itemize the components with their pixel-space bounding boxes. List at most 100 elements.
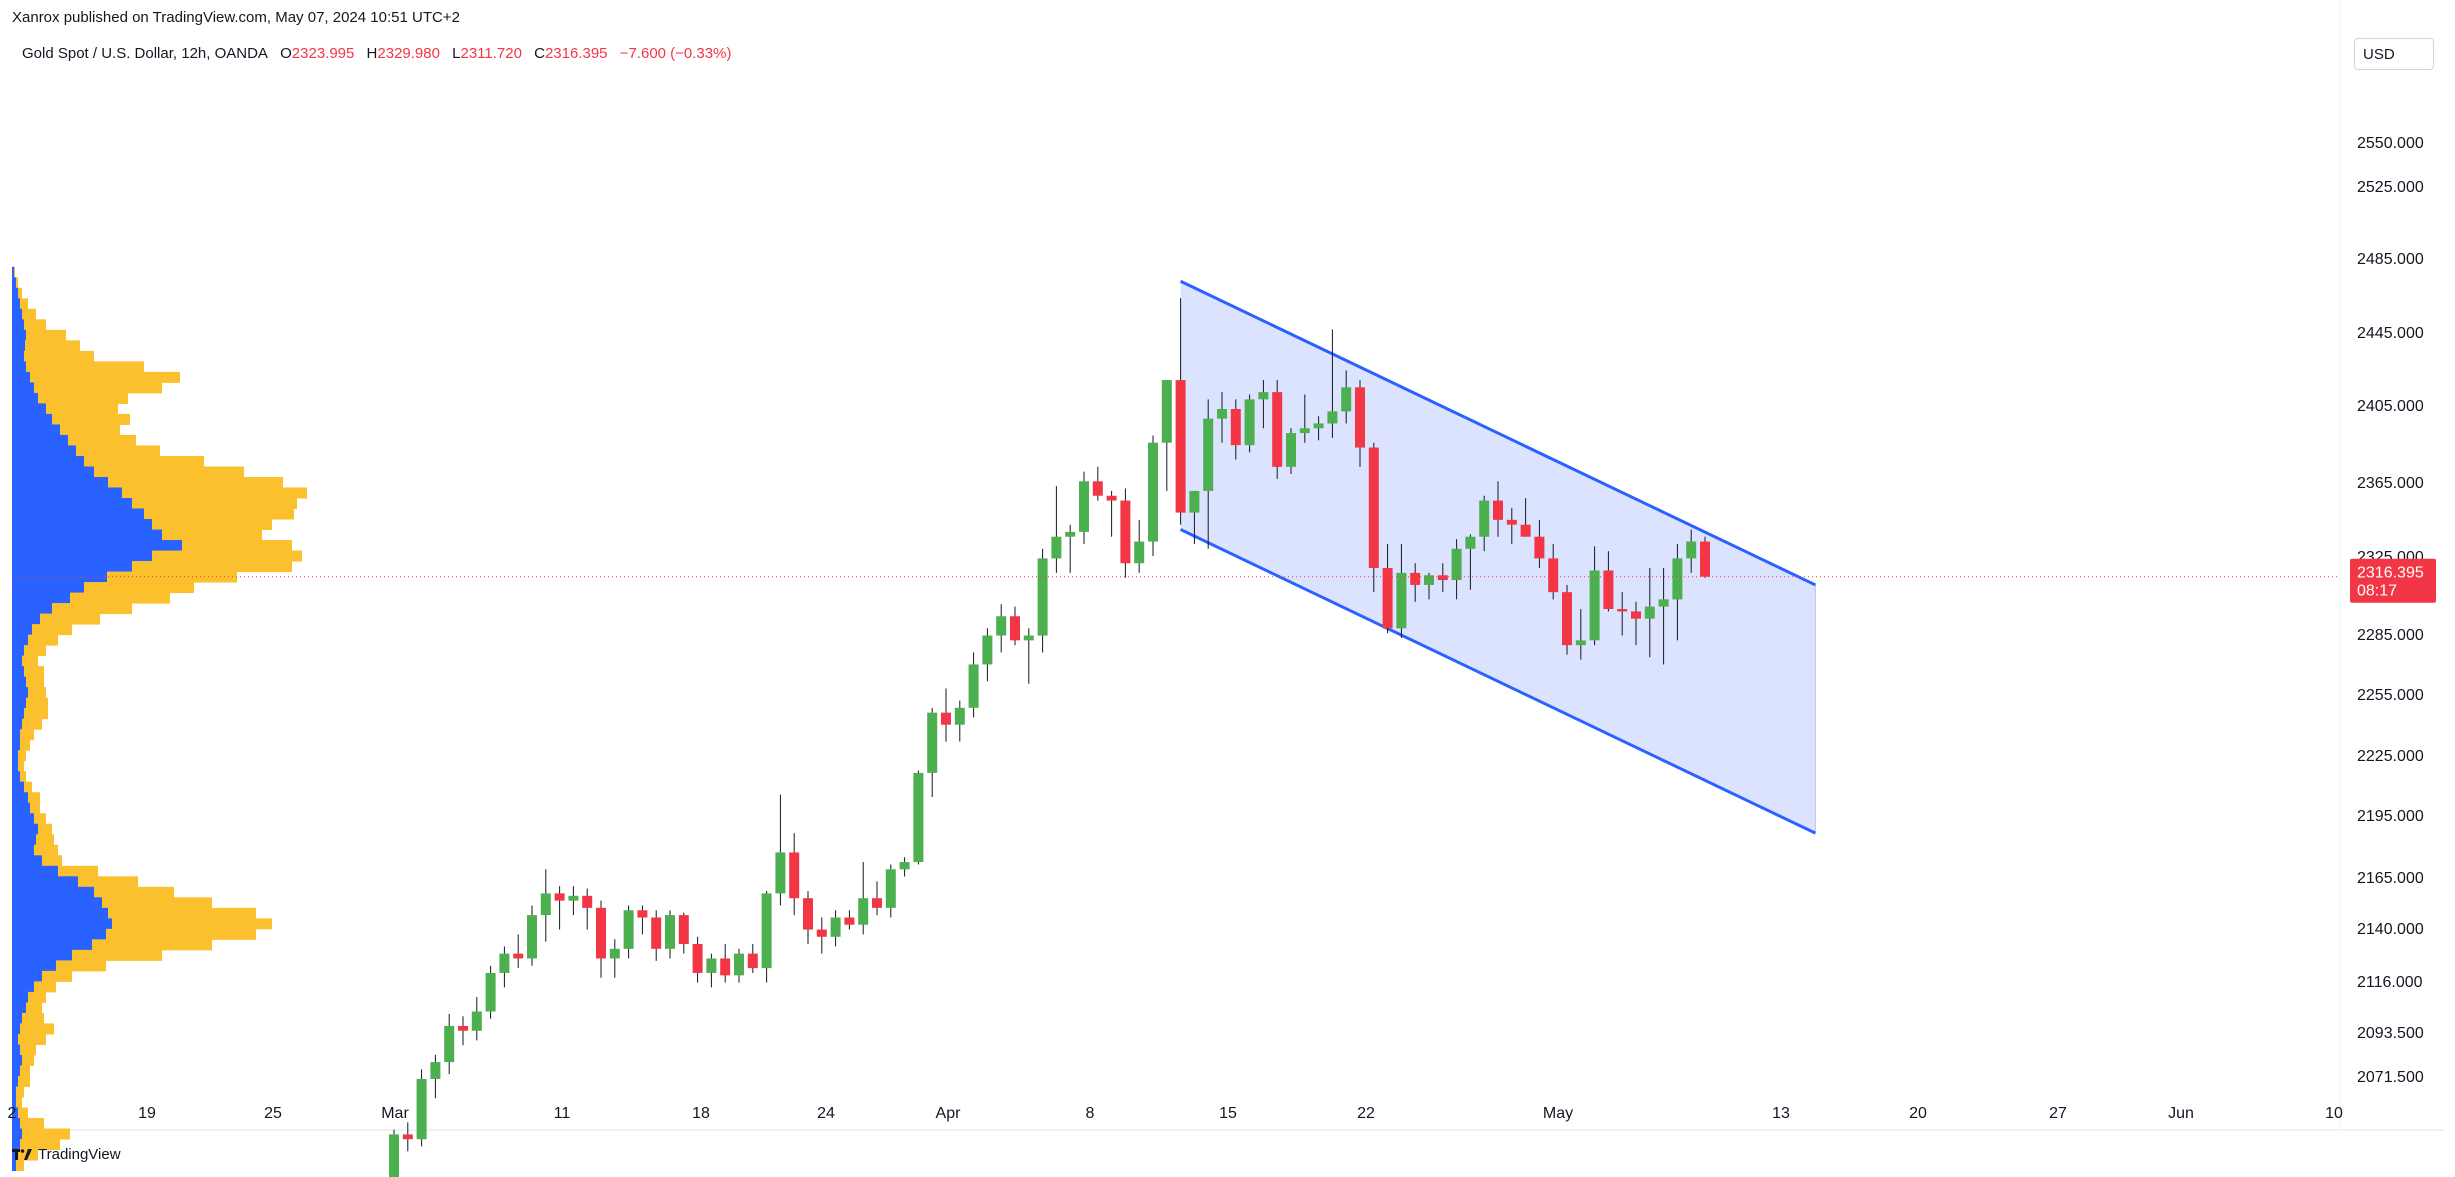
candle-up [389, 1134, 399, 1177]
volume-profile-down-bar [102, 897, 212, 909]
time-axis[interactable]: 2 19 25 Mar 11 18 24 Apr 8 15 22 May 13 20 27 Jun 10 [8, 1105, 2343, 1122]
volume-profile-up-bar [12, 886, 94, 898]
channel-upper-line[interactable] [1179, 279, 1817, 587]
price-tick-label: 2195.000 [2357, 808, 2424, 825]
candle-up [1589, 570, 1600, 641]
volume-profile-down-bar [14, 266, 15, 278]
open-value: 2323.995 [291, 45, 355, 62]
volume-profile-down-bar [24, 781, 32, 793]
candle-up [1465, 536, 1476, 549]
volume-profile-up-bar [12, 897, 102, 909]
volume-profile-down-bar [20, 739, 30, 751]
price-tick-label: 2165.000 [2357, 870, 2424, 887]
volume-profile-down-bar [22, 1012, 44, 1024]
currency-button[interactable]: USD [2354, 38, 2434, 70]
candle-down [720, 958, 731, 976]
candle-down [1506, 519, 1517, 525]
volume-profile-down-bar [32, 624, 72, 636]
volume-profile-down-bar [132, 561, 292, 573]
volume-profile-up-bar [12, 634, 28, 646]
candle-up [1079, 481, 1089, 532]
parallel-channel[interactable] [1179, 279, 1817, 835]
volume-profile-up-bar [12, 340, 25, 352]
volume-profile-up-bar [12, 802, 30, 814]
candle-up [1037, 558, 1048, 636]
candle-down [678, 915, 689, 945]
volume-profile-up-bar [12, 382, 34, 394]
volume-profile-down-bar [25, 340, 80, 352]
volume-profile-down-bar [22, 308, 36, 320]
volume-profile-up-bar [12, 792, 28, 804]
volume-profile-up-bar [12, 592, 70, 604]
volume-profile-up-bar [12, 508, 144, 520]
volume-profile-down-bar [20, 1044, 36, 1056]
volume-profile-down-bar [38, 823, 52, 835]
time-tick-label: 24 [817, 1105, 835, 1122]
price-axis[interactable]: 2550.000 2525.000 2485.000 2445.000 2405.000… [2357, 135, 2424, 1086]
volume-profile-down-bar [70, 592, 170, 604]
candle-up [1286, 433, 1296, 467]
candlesticks [389, 298, 1710, 1177]
candle-up [1148, 442, 1158, 542]
candle-down [1603, 570, 1614, 610]
volume-profile-down-bar [22, 1054, 34, 1066]
volume-profile-down-bar [26, 361, 144, 373]
candle-up [885, 869, 896, 908]
candle-up [1424, 575, 1434, 585]
volume-profile-down-bar [84, 582, 194, 594]
volume-profile-up-bar [12, 455, 84, 467]
candle-up [954, 707, 965, 725]
volume-profile-down-bar [24, 666, 44, 678]
volume-profile-down-bar [68, 434, 136, 446]
tradingview-footer[interactable]: TradingView [12, 1146, 121, 1163]
time-tick-label: 2 [8, 1105, 17, 1122]
candle-up [1217, 408, 1227, 419]
candle-down [1010, 616, 1020, 641]
close-label: C [534, 45, 545, 62]
time-tick-label: 8 [1086, 1105, 1095, 1122]
candle-up [927, 712, 938, 773]
candle-up [1327, 411, 1338, 424]
price-tick-label: 2550.000 [2357, 135, 2424, 152]
candle-down [692, 944, 703, 973]
volume-profile-down-bar [60, 424, 120, 436]
volume-profile-up-bar [12, 844, 34, 856]
price-tick-label: 2285.000 [2357, 627, 2424, 644]
candle-down [1230, 408, 1241, 446]
volume-profile-down-bar [20, 298, 28, 310]
volume-profile-up-bar [12, 813, 34, 825]
volume-profile-up-bar [12, 582, 84, 594]
volume-profile-up-bar [12, 718, 22, 730]
last-price-tag-bg [2350, 558, 2436, 603]
candle-up [1479, 500, 1490, 537]
candle-up [830, 917, 841, 937]
volume-profile-down-bar [92, 939, 212, 951]
price-tick-label: 2093.500 [2357, 1025, 2424, 1042]
low-label: L [452, 45, 461, 62]
candle-up [1244, 399, 1255, 446]
volume-profile-up-bar [12, 1107, 18, 1119]
candle-up [968, 664, 979, 708]
volume-profile-up-bar [12, 319, 24, 331]
candle-down [1382, 568, 1393, 629]
candle-down [596, 907, 606, 959]
candle-up [485, 972, 496, 1012]
channel-lower-line[interactable] [1179, 528, 1817, 835]
volume-profile-up-bar [12, 371, 30, 383]
price-tick-label: 2525.000 [2357, 179, 2424, 196]
candle-down [651, 917, 662, 949]
candle-down [1368, 447, 1379, 569]
candle-down [402, 1134, 413, 1140]
candle-up [1451, 548, 1462, 581]
volume-profile-up-bar [12, 949, 72, 961]
candle-down [1548, 558, 1559, 593]
volume-profile-down-bar [20, 771, 26, 783]
volume-profile-down-bar [40, 613, 100, 625]
candle-up [1644, 606, 1655, 619]
candle-down [844, 917, 855, 925]
volume-profile-down-bar [16, 1086, 24, 1098]
candle-down [1617, 609, 1628, 612]
volume-profile-up-bar [12, 434, 68, 446]
volume-profile-down-bar [34, 382, 162, 394]
